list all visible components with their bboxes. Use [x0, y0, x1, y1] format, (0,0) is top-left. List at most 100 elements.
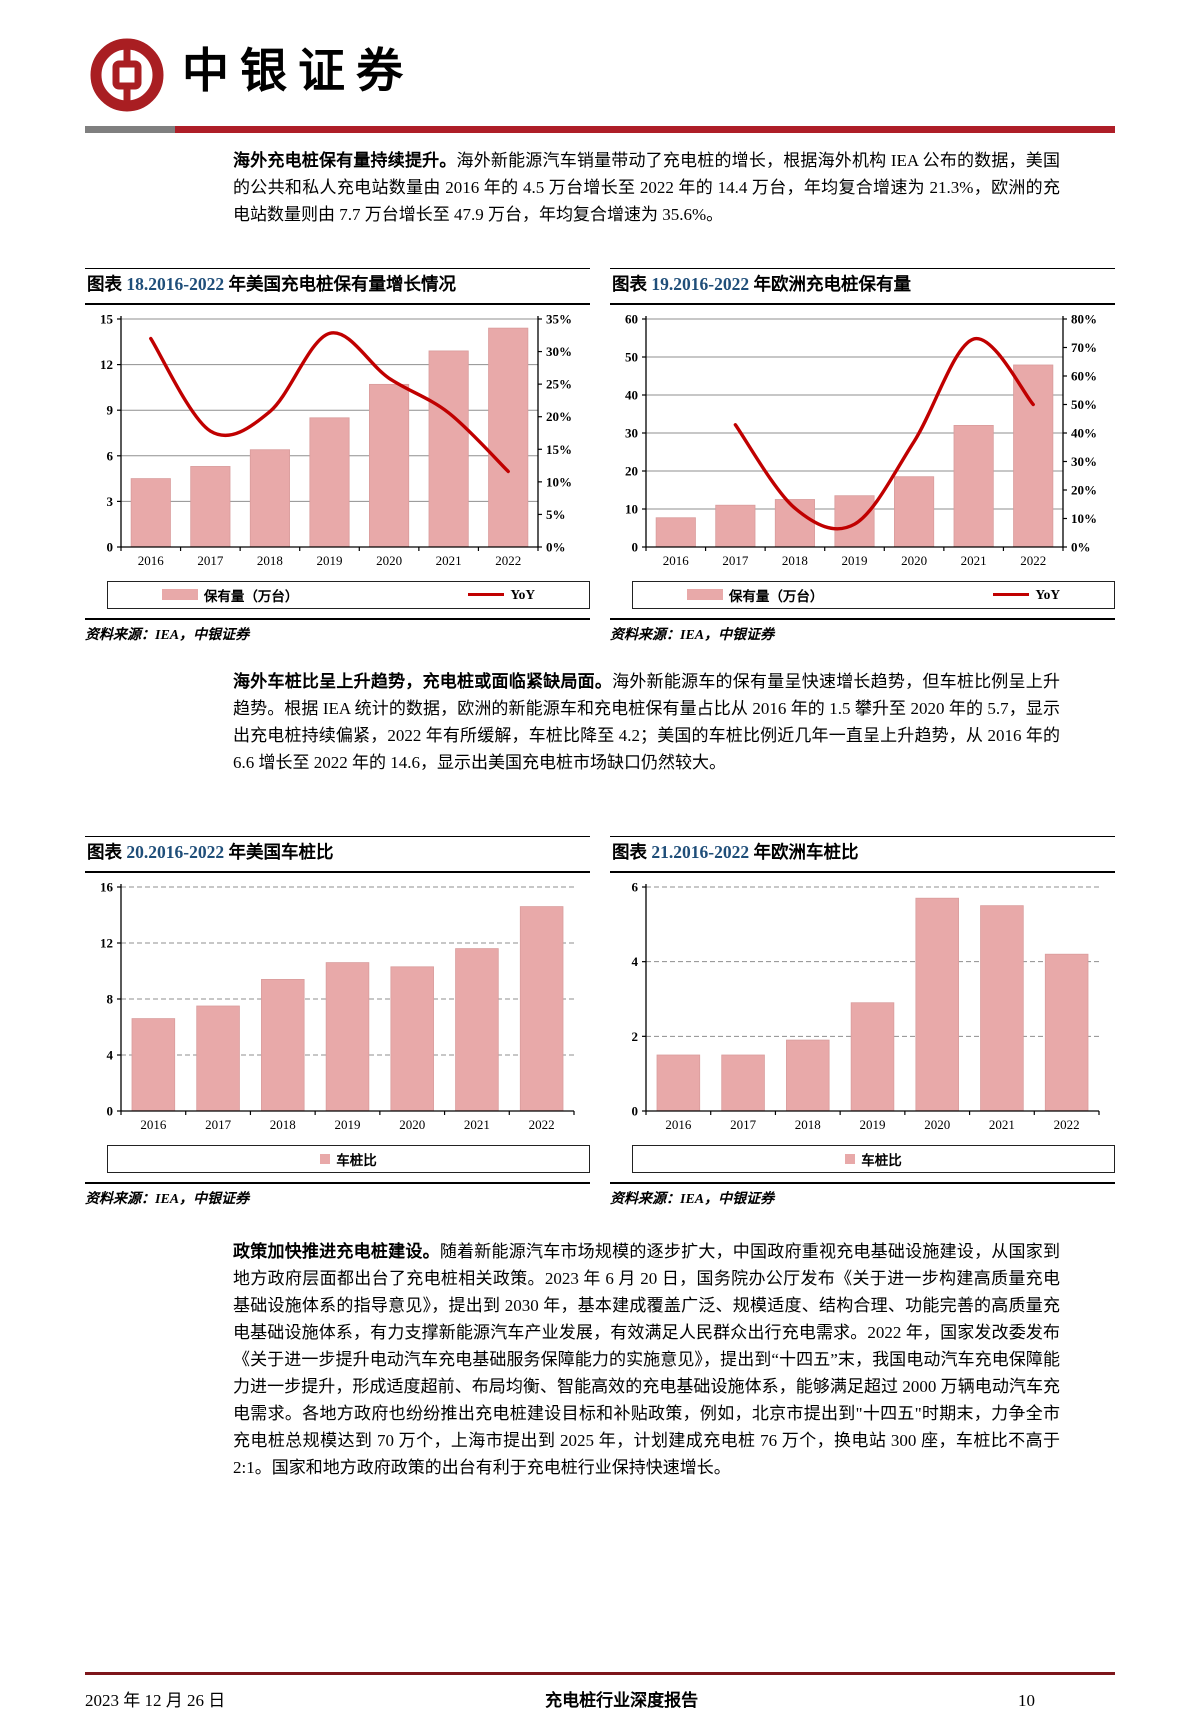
- svg-text:30%: 30%: [1071, 454, 1097, 469]
- svg-text:2020: 2020: [399, 1117, 425, 1132]
- header-divider-red: [175, 126, 1115, 133]
- report-page: 中银证券 海外充电桩保有量持续提升。海外新能源汽车销量带动了充电桩的增长，根据海…: [0, 36, 1200, 1734]
- svg-text:10%: 10%: [546, 474, 572, 489]
- figure-row-2: 图表 20.2016-2022 年美国车桩比 0 4 8 12 16 2016 2017 20…: [85, 835, 1115, 1208]
- figure-20-title-label: 图表: [87, 841, 127, 862]
- legend-item-stock: 保有量（万台）: [686, 585, 824, 605]
- svg-text:6: 6: [107, 448, 114, 463]
- svg-text:0: 0: [107, 539, 114, 554]
- figure-row-1: 图表 18.2016-2022 年美国充电桩保有量增长情况 0 3 6 9 12 15 0%…: [85, 268, 1115, 644]
- figure-18-title-number: 18.2016-2022: [126, 274, 225, 294]
- svg-text:25%: 25%: [546, 377, 572, 392]
- footer-report-title: 充电桩行业深度报告: [545, 1691, 699, 1710]
- svg-text:0%: 0%: [546, 539, 566, 554]
- svg-text:2022: 2022: [1020, 553, 1046, 568]
- eu-vehicle-pile-ratio-chart: 0 2 4 6 2016 2017 2018 2019 2020 2021 2022: [632, 879, 1100, 1132]
- svg-text:0: 0: [632, 1103, 639, 1118]
- svg-text:15: 15: [100, 311, 114, 326]
- square-swatch-icon: [320, 1153, 331, 1164]
- svg-text:2016: 2016: [138, 553, 165, 568]
- svg-text:2022: 2022: [529, 1117, 555, 1132]
- figure-20-title-text: 年美国车桩比: [224, 841, 334, 862]
- legend-item-ratio: 车桩比: [320, 1149, 377, 1169]
- legend-item-yoy: YoY: [993, 587, 1060, 603]
- figure-21-title-text: 年欧洲车桩比: [749, 841, 859, 862]
- header-divider: [85, 126, 1115, 133]
- legend-label: 车桩比: [336, 1152, 377, 1168]
- figure-20-source: 资料来源：IEA，中银证券: [85, 1181, 590, 1208]
- page-footer: 2023 年 12 月 26 日 充电桩行业深度报告 10: [85, 1672, 1115, 1711]
- svg-text:40: 40: [625, 387, 638, 402]
- svg-text:2016: 2016: [140, 1117, 167, 1132]
- figure-18: 图表 18.2016-2022 年美国充电桩保有量增长情况 0 3 6 9 12 15 0%…: [85, 268, 590, 644]
- legend-label: YoY: [1035, 586, 1061, 602]
- header-divider-gray: [85, 126, 175, 133]
- svg-text:2020: 2020: [901, 553, 927, 568]
- line-swatch-icon: [993, 593, 1030, 597]
- legend-label: 保有量（万台）: [728, 588, 824, 604]
- svg-text:70%: 70%: [1071, 340, 1097, 355]
- figure-19-source: 资料来源：IEA，中银证券: [610, 617, 1115, 644]
- svg-text:6: 6: [632, 879, 639, 894]
- svg-text:9: 9: [107, 403, 114, 418]
- figure-20-title: 图表 20.2016-2022 年美国车桩比: [85, 835, 590, 873]
- svg-text:30: 30: [625, 425, 638, 440]
- figure-19-legend: 保有量（万台） YoY: [632, 580, 1115, 609]
- paragraph-overseas-volume: 海外充电桩保有量持续提升。海外新能源汽车销量带动了充电桩的增长，根据海外机构 I…: [233, 147, 1060, 228]
- paragraph-vehicle-pile-ratio: 海外车桩比呈上升趋势，充电桩或面临紧缺局面。海外新能源车的保有量呈快速增长趋势，…: [233, 668, 1060, 776]
- svg-text:2021: 2021: [464, 1117, 490, 1132]
- svg-text:2021: 2021: [989, 1117, 1015, 1132]
- figure-21-title-number: 21.2016-2022: [651, 841, 750, 862]
- footer-date: 2023 年 12 月 26 日: [85, 1691, 226, 1710]
- figure-21: 图表 21.2016-2022 年欧洲车桩比 0 2 4 6 2016 2017 2018 2…: [610, 835, 1115, 1208]
- svg-text:12: 12: [100, 357, 113, 372]
- svg-text:2018: 2018: [782, 553, 808, 568]
- brand-name: 中银证券: [182, 45, 414, 98]
- svg-text:20%: 20%: [546, 409, 572, 424]
- legend-item-ratio: 车桩比: [845, 1149, 902, 1169]
- svg-text:3: 3: [107, 494, 114, 509]
- footer-page-number: 10: [1018, 1691, 1035, 1710]
- figure-19-title-number: 19.2016-2022: [651, 274, 750, 294]
- svg-text:2020: 2020: [376, 553, 402, 568]
- legend-label: 车桩比: [861, 1152, 902, 1168]
- svg-text:2016: 2016: [663, 553, 690, 568]
- figure-18-source: 资料来源：IEA，中银证券: [85, 617, 590, 644]
- figure-18-title-label: 图表: [87, 274, 127, 294]
- svg-text:2017: 2017: [722, 553, 749, 568]
- svg-text:2021: 2021: [961, 553, 987, 568]
- svg-text:2018: 2018: [270, 1117, 296, 1132]
- square-swatch-icon: [845, 1153, 856, 1164]
- svg-text:0%: 0%: [1071, 539, 1091, 554]
- svg-text:15%: 15%: [546, 442, 572, 457]
- svg-text:2017: 2017: [730, 1117, 757, 1132]
- svg-text:2022: 2022: [1054, 1117, 1080, 1132]
- legend-item-yoy: YoY: [468, 587, 535, 603]
- svg-text:2017: 2017: [205, 1117, 232, 1132]
- svg-text:50%: 50%: [1071, 397, 1097, 412]
- paragraph-1-lead: 海外充电桩保有量持续提升。: [233, 151, 457, 170]
- figure-18-title-text: 年美国充电桩保有量增长情况: [224, 274, 456, 294]
- svg-text:5%: 5%: [546, 507, 566, 522]
- svg-text:4: 4: [632, 954, 639, 969]
- us-charging-pile-stock-chart: 0 3 6 9 12 15 0% 5% 10% 15% 20% 25% 30% 35% 2016 2017 20…: [100, 311, 572, 568]
- figure-21-title: 图表 21.2016-2022 年欧洲车桩比: [610, 835, 1115, 873]
- figure-19-title: 图表 19.2016-2022 年欧洲充电桩保有量: [610, 268, 1115, 305]
- paragraph-2-lead: 海外车桩比呈上升趋势，充电桩或面临紧缺局面。: [233, 671, 613, 691]
- us-vehicle-pile-ratio-chart: 0 4 8 12 16 2016 2017 2018 2019 2020 2021 2022: [100, 879, 575, 1132]
- figure-20-title-number: 20.2016-2022: [126, 841, 225, 862]
- svg-text:2019: 2019: [860, 1117, 886, 1132]
- figure-19-title-text: 年欧洲充电桩保有量: [749, 274, 911, 294]
- svg-text:0: 0: [632, 539, 639, 554]
- svg-text:2019: 2019: [842, 553, 868, 568]
- svg-text:2019: 2019: [335, 1117, 361, 1132]
- bar-swatch-icon: [161, 589, 198, 601]
- legend-item-stock: 保有量（万台）: [161, 585, 298, 605]
- paragraph-2-body: 海外新能源车的保有量呈快速增长趋势，但车桩比例呈上升趋势。根据 IEA 统计的数…: [233, 671, 1061, 772]
- svg-text:2020: 2020: [924, 1117, 950, 1132]
- figure-19-title-label: 图表: [612, 274, 652, 294]
- figure-21-legend: 车桩比: [632, 1144, 1115, 1173]
- figure-18-title: 图表 18.2016-2022 年美国充电桩保有量增长情况: [85, 268, 590, 305]
- figure-20: 图表 20.2016-2022 年美国车桩比 0 4 8 12 16 2016 2017 20…: [85, 835, 590, 1208]
- svg-text:80%: 80%: [1071, 311, 1097, 326]
